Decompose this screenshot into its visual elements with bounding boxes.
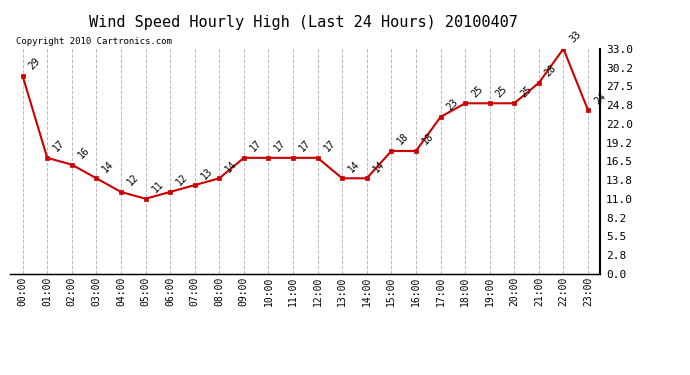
Text: 28: 28 (543, 63, 558, 79)
Text: 13: 13 (199, 166, 215, 181)
Text: 17: 17 (322, 138, 337, 154)
Text: 29: 29 (27, 57, 42, 72)
Text: 24: 24 (592, 91, 608, 106)
Text: 12: 12 (125, 172, 141, 188)
Text: 11: 11 (150, 179, 165, 195)
Text: 14: 14 (224, 159, 239, 174)
Text: 17: 17 (248, 138, 264, 154)
Text: 12: 12 (175, 172, 190, 188)
Text: 14: 14 (371, 159, 386, 174)
Text: 23: 23 (444, 98, 460, 113)
Text: 25: 25 (494, 84, 509, 99)
Text: Wind Speed Hourly High (Last 24 Hours) 20100407: Wind Speed Hourly High (Last 24 Hours) 2… (89, 15, 518, 30)
Text: 18: 18 (395, 132, 411, 147)
Text: 25: 25 (469, 84, 484, 99)
Text: 18: 18 (420, 132, 435, 147)
Text: 17: 17 (273, 138, 288, 154)
Text: 17: 17 (297, 138, 313, 154)
Text: Copyright 2010 Cartronics.com: Copyright 2010 Cartronics.com (17, 38, 172, 46)
Text: 25: 25 (518, 84, 534, 99)
Text: 14: 14 (346, 159, 362, 174)
Text: 14: 14 (101, 159, 116, 174)
Text: 33: 33 (568, 29, 583, 45)
Text: 16: 16 (76, 145, 91, 160)
Text: 17: 17 (51, 138, 67, 154)
